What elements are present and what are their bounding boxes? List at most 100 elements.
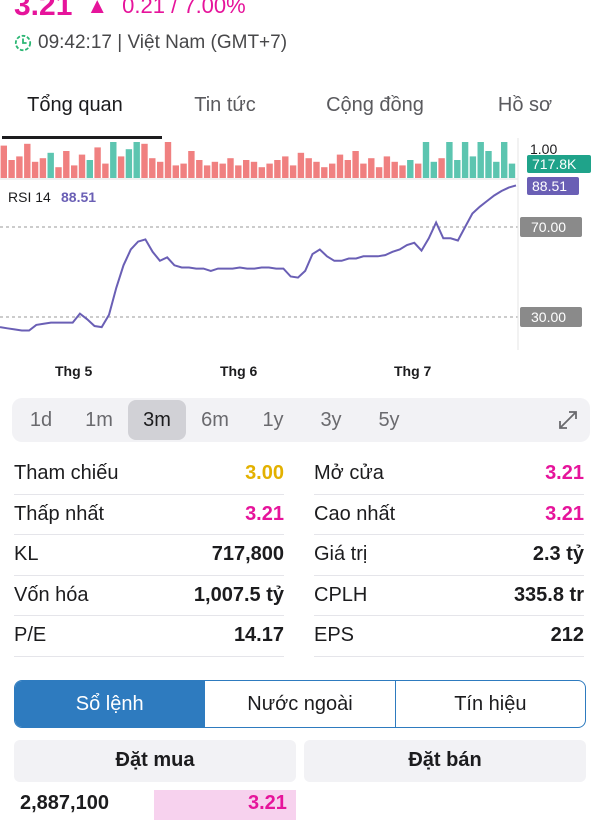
volume-bar <box>336 154 344 178</box>
stat-value: 2.3 tỷ <box>532 543 584 566</box>
market-time: 09:42:17 | Việt Nam (GMT+7) <box>38 32 288 53</box>
stat-value: 3.00 <box>245 462 284 485</box>
stats-row: Vốn hóa 1,007.5 tỷ CPLH 335.8 tr <box>14 576 586 616</box>
volume-bar <box>219 163 226 178</box>
stat-label: Tham chiếu <box>14 462 119 485</box>
range-3m-button[interactable]: 3m <box>128 400 186 440</box>
volume-bar <box>117 156 125 178</box>
volume-bar <box>243 160 250 178</box>
volume-bar <box>297 152 305 178</box>
stat-reference: Tham chiếu 3.00 <box>14 454 284 495</box>
tab-foreign[interactable]: Nước ngoài <box>204 681 394 727</box>
volume-bar <box>47 152 54 178</box>
time-range-selector: 1d 1m 3m 6m 1y 3y 5y <box>12 398 590 442</box>
volume-bar <box>305 158 312 178</box>
stat-shares-outstanding: CPLH 335.8 tr <box>314 576 584 616</box>
stat-label: P/E <box>14 624 47 647</box>
stat-label: EPS <box>314 624 355 647</box>
rsi-value-badge <box>527 177 579 195</box>
volume-bar <box>438 158 445 178</box>
stat-label: Vốn hóa <box>14 583 89 606</box>
stat-value: 212 <box>550 624 584 647</box>
stat-low: Thấp nhất 3.21 <box>14 495 284 535</box>
volume-bar <box>415 163 422 178</box>
stat-value: 3.21 <box>245 502 284 525</box>
volume-bar <box>454 160 461 178</box>
volume-bar <box>383 156 391 178</box>
volume-bar <box>211 161 219 178</box>
volume-bar <box>368 158 375 178</box>
volume-bar <box>0 145 8 178</box>
main-tabs: Tổng quan Tin tức Cộng đồng Hồ sơ <box>0 80 600 138</box>
x-tick-may: Thg 5 <box>55 363 93 379</box>
volume-bar <box>196 160 203 178</box>
volume-bar <box>501 142 508 178</box>
volume-bar <box>24 143 31 178</box>
tab-community[interactable]: Cộng đồng <box>326 94 424 116</box>
tab-news[interactable]: Tin tức <box>194 94 256 116</box>
x-tick-june: Thg 6 <box>220 363 258 379</box>
volume-top-tick: 1.00 <box>530 141 557 157</box>
sell-orders-header: Đặt bán <box>304 740 586 782</box>
volume-bar <box>8 160 15 178</box>
volume-bar <box>235 165 242 178</box>
volume-bar <box>493 161 500 178</box>
active-tab-indicator <box>2 136 162 139</box>
current-price: 3.21 <box>14 0 73 22</box>
range-1d-button[interactable]: 1d <box>29 409 53 431</box>
volume-bar <box>321 167 328 178</box>
range-6m-button[interactable]: 6m <box>201 409 229 431</box>
order-tabs: Sổ lệnh Nước ngoài Tín hiệu <box>14 680 586 728</box>
market-time-row: 09:42:17 | Việt Nam (GMT+7) <box>14 30 287 56</box>
range-1y-button[interactable]: 1y <box>262 409 284 431</box>
volume-bar <box>149 158 156 178</box>
volume-bar <box>141 143 148 178</box>
volume-bar <box>227 158 234 178</box>
buy-volume: 2,887,100 <box>20 792 109 814</box>
volume-bar <box>250 161 258 178</box>
rsi-70-label: 70.00 <box>531 219 566 235</box>
volume-bars <box>0 142 516 178</box>
stat-value: 335.8 tr <box>513 583 584 606</box>
stat-value: 1,007.5 tỷ <box>193 583 284 606</box>
tab-order-book[interactable]: Sổ lệnh <box>15 681 205 727</box>
stats-row: KL 717,800 Giá trị 2.3 tỷ <box>14 535 586 576</box>
buy-orders-header: Đặt mua <box>14 740 296 782</box>
volume-bar <box>102 163 109 178</box>
range-3y-button[interactable]: 3y <box>320 409 342 431</box>
volume-bar <box>188 151 195 178</box>
volume-bar <box>313 161 320 178</box>
volume-bar <box>16 156 23 178</box>
volume-bar <box>461 142 469 178</box>
volume-bar <box>63 151 70 178</box>
volume-bar <box>55 167 62 178</box>
stock-stats: Tham chiếu 3.00 Mở cửa 3.21 Thấp nhất 3.21 … <box>14 454 586 657</box>
stats-row: Thấp nhất 3.21 Cao nhất 3.21 <box>14 495 586 535</box>
rsi-volume-chart[interactable]: RSI 14 88.51 1.00 717.8K 88.51 70.00 30.… <box>0 138 600 388</box>
price-change: 0.21 / 7.00% <box>122 0 246 18</box>
volume-value: 717.8K <box>532 156 577 172</box>
rsi-70-badge <box>520 217 582 237</box>
volume-bar <box>39 158 47 178</box>
volume-bar <box>86 160 93 178</box>
range-5y-button[interactable]: 5y <box>378 409 400 431</box>
buy-price: 3.21 <box>248 792 287 814</box>
stats-row: Tham chiếu 3.00 Mở cửa 3.21 <box>14 454 586 495</box>
volume-bar <box>282 156 289 178</box>
tab-overview[interactable]: Tổng quan <box>27 94 123 116</box>
range-1m-button[interactable]: 1m <box>85 409 113 431</box>
volume-bar <box>399 165 406 178</box>
tab-signals[interactable]: Tín hiệu <box>394 681 585 727</box>
stat-label: Cao nhất <box>314 502 396 525</box>
volume-bar <box>407 160 414 178</box>
volume-bar <box>344 160 351 178</box>
expand-chart-button[interactable] <box>546 400 590 440</box>
tab-profile[interactable]: Hồ sơ <box>497 94 553 116</box>
stat-label: KL <box>14 543 39 566</box>
volume-bar <box>125 149 133 178</box>
stat-value: 717,800 <box>211 543 284 566</box>
stat-value-traded: Giá trị 2.3 tỷ <box>314 535 584 576</box>
volume-bar <box>94 147 101 178</box>
stats-row: P/E 14.17 EPS 212 <box>14 616 586 657</box>
stat-label: CPLH <box>314 583 368 606</box>
